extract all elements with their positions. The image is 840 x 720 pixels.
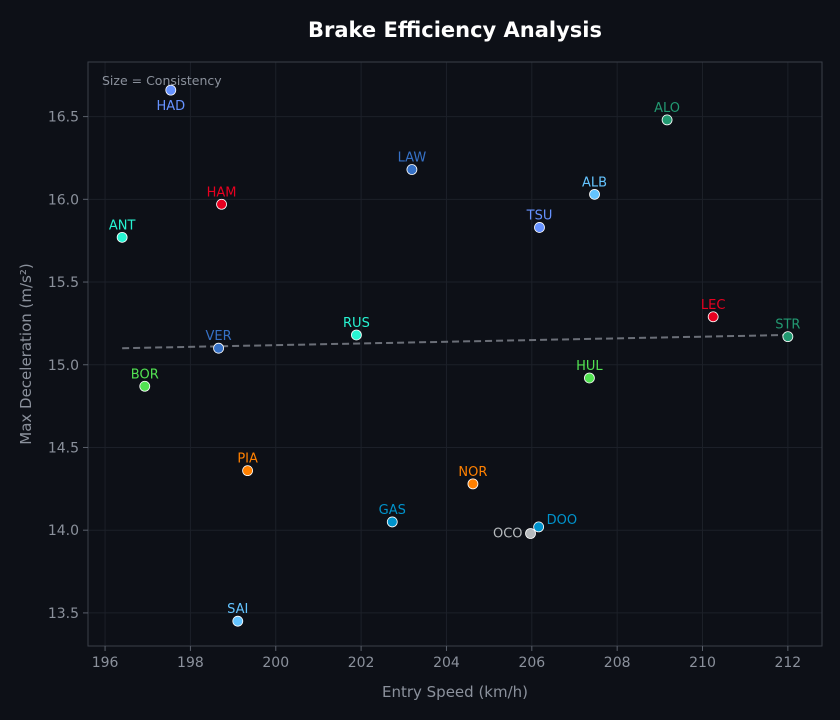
data-point-oco: OCO: [493, 527, 536, 542]
point-label: GAS: [379, 503, 406, 518]
ticks: 196 198 200 202 204 206 208 210 212 13.5 14.0 14.5 1…: [48, 110, 801, 671]
point-marker: [533, 521, 545, 533]
size-annotation: Size = Consistency: [102, 73, 222, 88]
point-label: PIA: [237, 452, 258, 467]
plot-frame: [87, 61, 823, 647]
data-point-rus: RUS: [343, 316, 370, 341]
y-axis-label: Max Deceleration (m/s²): [17, 263, 35, 445]
point-marker: [782, 331, 794, 343]
point-marker: [406, 164, 418, 175]
data-point-pia: PIA: [237, 452, 258, 477]
data-point-nor: NOR: [458, 465, 487, 490]
point-marker: [661, 114, 673, 126]
x-tick-label: 200: [262, 655, 289, 671]
point-label: ALO: [654, 101, 680, 116]
point-marker: [589, 188, 600, 200]
point-marker: [534, 222, 545, 233]
data-point-bor: BOR: [131, 367, 159, 392]
point-label: ALB: [582, 175, 607, 190]
point-marker: [139, 380, 151, 392]
x-tick-label: 202: [348, 655, 375, 671]
point-marker: [165, 84, 177, 96]
data-point-gas: GAS: [379, 503, 406, 528]
point-label: LEC: [701, 298, 726, 313]
point-marker: [232, 615, 244, 627]
data-point-had: HAD: [156, 84, 185, 114]
y-tick-label: 15.5: [48, 275, 79, 291]
data-point-lec: LEC: [701, 298, 726, 323]
y-tick-label: 15.0: [48, 358, 79, 374]
x-tick-label: 210: [689, 655, 716, 671]
point-label: STR: [775, 318, 800, 333]
x-tick-label: 212: [774, 655, 801, 671]
point-label: RUS: [343, 316, 370, 331]
trendline: [122, 333, 788, 350]
points: HAD LAW ALO ALB TSU HAM ANT LEC STR RUS VER HUL BOR P…: [109, 84, 800, 627]
y-tick-label: 16.5: [48, 110, 79, 126]
data-point-ant: ANT: [109, 218, 136, 243]
point-marker: [116, 231, 128, 243]
y-tick-label: 14.5: [48, 440, 79, 456]
chart-title: Brake Efficiency Analysis: [308, 18, 602, 42]
point-label: BOR: [131, 367, 159, 382]
point-label: ANT: [109, 218, 136, 233]
y-tick-label: 16.0: [48, 192, 79, 208]
point-label: DOO: [547, 513, 577, 528]
data-point-str: STR: [775, 318, 800, 343]
point-label: NOR: [458, 465, 487, 480]
data-point-ham: HAM: [207, 185, 237, 210]
point-marker: [213, 342, 224, 354]
point-marker: [216, 198, 227, 210]
point-label: TSU: [526, 208, 553, 223]
data-point-hul: HUL: [576, 359, 603, 384]
point-marker: [386, 516, 398, 528]
point-marker: [351, 329, 362, 341]
data-point-sai: SAI: [227, 602, 248, 627]
y-tick-label: 14.0: [48, 523, 79, 539]
point-marker: [525, 528, 536, 539]
point-label: OCO: [493, 527, 523, 542]
x-tick-label: 208: [604, 655, 631, 671]
point-label: HAD: [156, 99, 185, 114]
x-tick-label: 196: [92, 655, 119, 671]
point-label: HAM: [207, 185, 237, 200]
data-point-ver: VER: [206, 329, 232, 354]
point-label: SAI: [227, 602, 248, 617]
data-point-tsu: TSU: [526, 208, 553, 233]
point-marker: [584, 372, 595, 384]
point-marker: [707, 311, 719, 323]
data-point-alb: ALB: [582, 175, 607, 200]
data-point-law: LAW: [398, 151, 427, 175]
data-point-doo: DOO: [533, 513, 577, 533]
y-tick-label: 13.5: [48, 606, 79, 622]
x-axis-label: Entry Speed (km/h): [382, 683, 528, 701]
x-tick-label: 198: [177, 655, 204, 671]
point-label: VER: [206, 329, 232, 344]
point-label: LAW: [398, 151, 427, 166]
x-tick-label: 204: [433, 655, 460, 671]
point-label: HUL: [576, 359, 603, 374]
point-marker: [467, 478, 479, 490]
grid: [88, 62, 822, 646]
point-marker: [242, 465, 254, 477]
data-point-alo: ALO: [654, 101, 680, 126]
x-tick-label: 206: [518, 655, 545, 671]
